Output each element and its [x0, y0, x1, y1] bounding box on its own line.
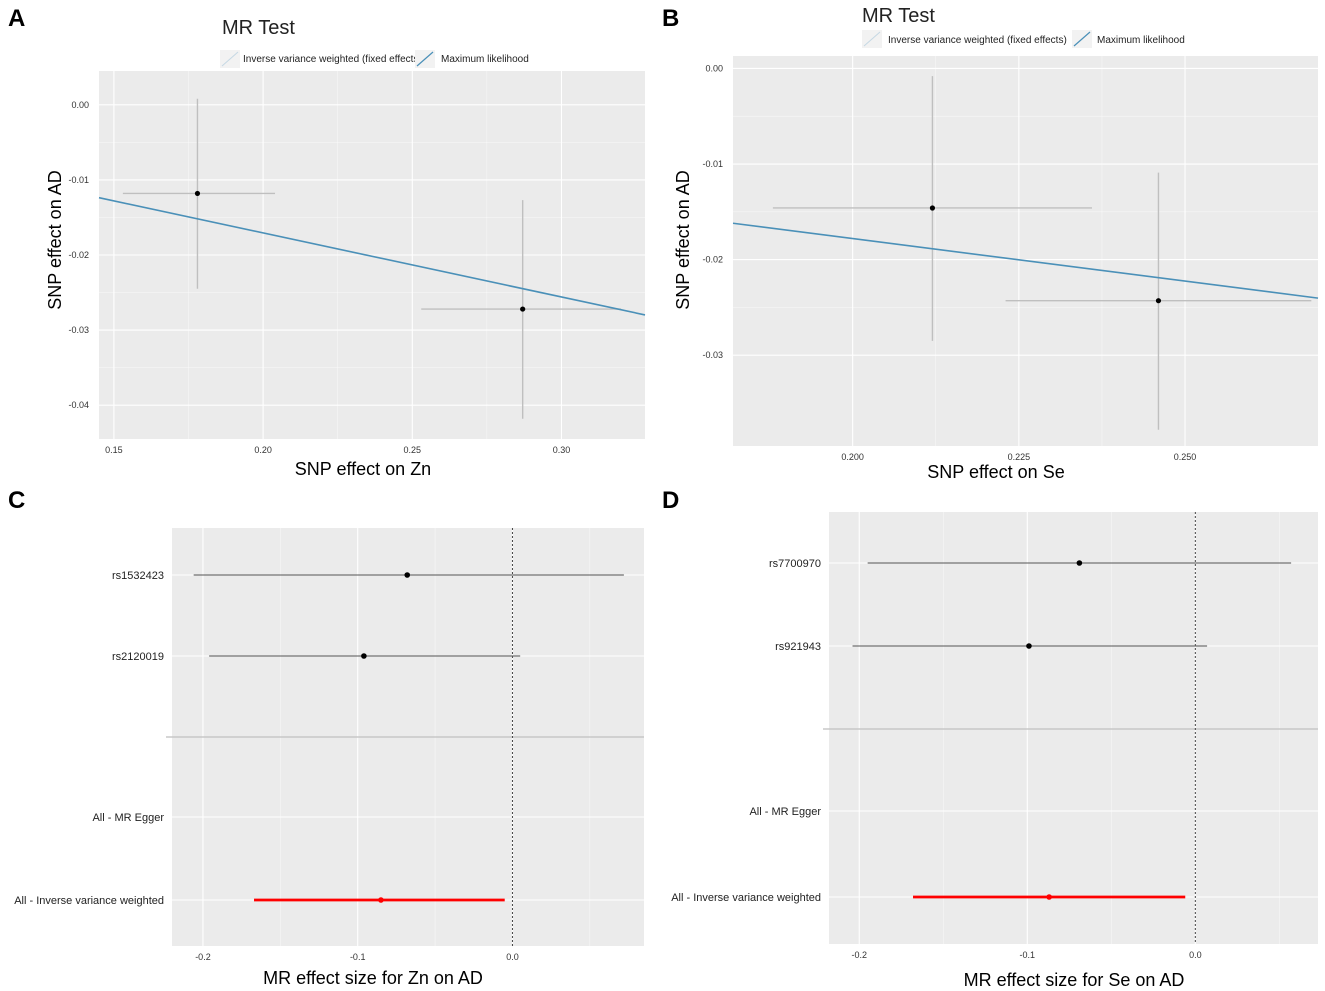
snp-estimate-point	[361, 653, 367, 659]
panel-c-xlabel: MR effect size for Zn on AD	[263, 968, 483, 988]
panel-b-legend: Inverse variance weighted (fixed effects…	[862, 30, 1185, 48]
y-tick-label: 0.00	[71, 100, 89, 110]
y-tick-label: -0.01	[68, 175, 89, 185]
x-tick-label: -0.1	[1020, 950, 1036, 960]
legend-label-ml: Maximum likelihood	[1097, 35, 1185, 46]
snp-point	[1155, 298, 1162, 304]
panel-a-ylabel: SNP effect on AD	[45, 170, 65, 309]
panel-b-title: MR Test	[862, 5, 935, 27]
panel-a-legend: Inverse variance weighted (fixed effects…	[220, 50, 529, 68]
panel-d-xlabel: MR effect size for Se on AD	[964, 970, 1185, 990]
panel-letter-a: A	[8, 5, 25, 32]
row-label: All - MR Egger	[92, 812, 164, 824]
panel-letter-c: C	[8, 487, 25, 514]
row-label: rs1532423	[112, 570, 164, 582]
panel-b-scatter: 0.200 0.225 0.250 0.00 -0.01 -0.02 -0.03	[702, 56, 1319, 462]
legend-key-ml-line	[416, 51, 434, 67]
legend-label-ivw: Inverse variance weighted (fixed effects…	[243, 54, 422, 65]
row-label: All - Inverse variance weighted	[671, 892, 821, 904]
x-tick-label: 0.200	[841, 452, 864, 462]
mr-fit-line	[98, 196, 646, 316]
x-tick-label: 0.225	[1008, 452, 1031, 462]
y-tick-label: -0.01	[702, 159, 723, 169]
row-label: rs7700970	[769, 558, 821, 570]
legend-key-ivw-line	[863, 31, 881, 47]
x-tick-label: 0.20	[254, 445, 272, 455]
y-tick-label: 0.00	[705, 63, 723, 73]
x-tick-label: -0.2	[195, 952, 211, 962]
x-tick-label: 0.0	[506, 952, 519, 962]
y-tick-label: -0.02	[68, 250, 89, 260]
panel-a-scatter: 0.15 0.20 0.25 0.30 0.00 -0.01 -0.02 -0.03 -0.04	[68, 71, 646, 455]
legend-label-ml: Maximum likelihood	[441, 54, 529, 65]
panel-a-title: MR Test	[222, 17, 295, 39]
y-tick-label: -0.04	[68, 400, 89, 410]
legend-label-ivw: Inverse variance weighted (fixed effects…	[888, 35, 1067, 46]
panel-letter-d: D	[662, 487, 679, 514]
legend-key-ml-line	[1073, 31, 1091, 47]
snp-point	[929, 205, 936, 211]
panel-b-ylabel: SNP effect on AD	[673, 170, 693, 309]
legend-key-ivw-line	[221, 51, 239, 67]
mr-fit-line	[732, 222, 1319, 299]
row-label: All - MR Egger	[749, 806, 821, 818]
row-label: rs2120019	[112, 651, 164, 663]
x-tick-label: 0.30	[553, 445, 571, 455]
plot-background	[733, 56, 1318, 446]
snp-point	[194, 190, 201, 197]
panel-letter-b: B	[662, 5, 679, 32]
panel-b-xlabel: SNP effect on Se	[927, 462, 1064, 482]
y-tick-label: -0.03	[68, 325, 89, 335]
y-tick-label: -0.03	[702, 350, 723, 360]
x-tick-label: -0.2	[851, 950, 867, 960]
ivw-estimate-point	[1046, 894, 1052, 900]
x-tick-label: 0.250	[1174, 452, 1197, 462]
plot-background	[829, 512, 1318, 944]
x-tick-label: -0.1	[350, 952, 366, 962]
ivw-estimate-point	[378, 897, 384, 903]
panel-a-xlabel: SNP effect on Zn	[295, 459, 431, 479]
snp-point	[520, 306, 526, 312]
x-tick-label: 0.15	[105, 445, 123, 455]
panel-d-forest: -0.2 -0.1 0.0 rs7700970 rs921943 All - MR Egg…	[671, 512, 1318, 960]
row-label: All - Inverse variance weighted	[14, 895, 164, 907]
y-tick-label: -0.02	[702, 255, 723, 265]
snp-estimate-point	[404, 572, 411, 578]
panel-c-forest: -0.2 -0.1 0.0 rs1532423 rs2120019 All - MR Eg…	[14, 528, 644, 962]
x-tick-label: 0.25	[404, 445, 422, 455]
x-tick-label: 0.0	[1189, 950, 1202, 960]
snp-estimate-point	[1076, 560, 1083, 566]
row-label: rs921943	[775, 641, 821, 653]
snp-estimate-point	[1026, 643, 1032, 649]
